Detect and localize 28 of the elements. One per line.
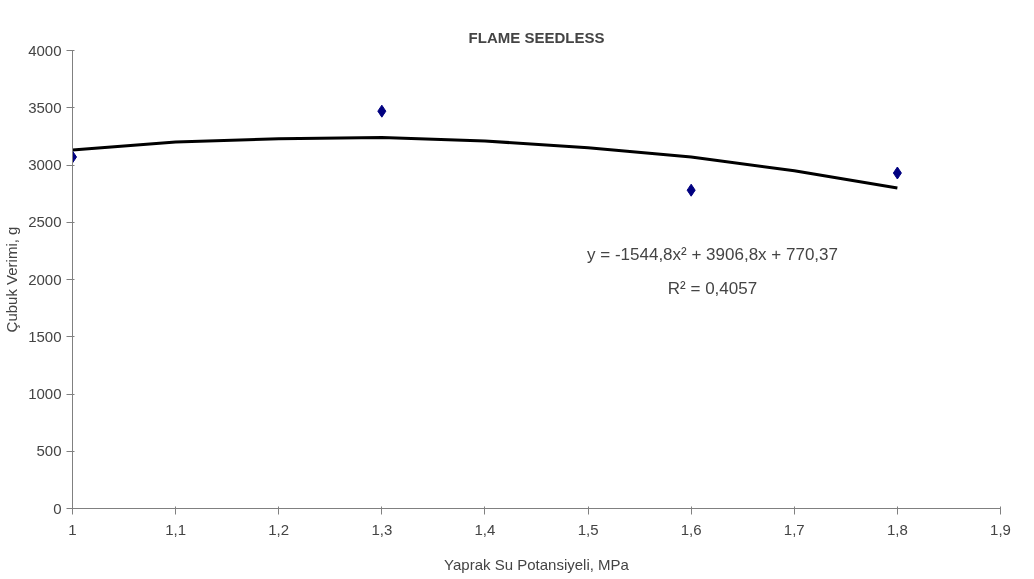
x-tick-label: 1,4	[474, 520, 496, 538]
y-tick-label: 1000	[28, 385, 62, 402]
y-axis-title: Çubuk Verimi, g	[3, 226, 21, 333]
x-tick-label: 1,5	[577, 520, 599, 538]
y-tick-label: 0	[53, 499, 62, 517]
point	[892, 166, 902, 180]
annotation: y = -1544,8x² + 3906,8x + 770,37	[587, 244, 838, 264]
y-tick-label: 2000	[28, 270, 62, 288]
y-tick-label: 3000	[28, 156, 62, 173]
y-tick-label: 500	[36, 442, 62, 460]
x-axis-title: Yaprak Su Potansiyeli, MPa	[444, 555, 630, 573]
x-tick-label: 1,3	[371, 520, 393, 538]
line-series	[72, 136, 899, 190]
y-tick-label: 2500	[28, 213, 62, 231]
annotation: R² = 0,4057	[667, 278, 758, 298]
x-tick-label: 1,6	[680, 520, 702, 538]
x-tick-label: 1,2	[268, 520, 290, 538]
x-tick-label: 1,7	[783, 520, 805, 538]
y-tick-label: 4000	[28, 41, 62, 59]
x-tick-label: 1,1	[165, 520, 187, 538]
point	[686, 183, 696, 197]
x-tick-label: 1,9	[990, 520, 1011, 538]
y-tick-label: 1500	[28, 327, 62, 345]
x-tick-label: 1	[68, 520, 77, 538]
x-tick-label: 1,8	[886, 520, 908, 538]
point	[377, 104, 387, 118]
y-tick-label: 3500	[28, 98, 62, 116]
chart-title: FLAME SEEDLESS	[468, 28, 605, 46]
